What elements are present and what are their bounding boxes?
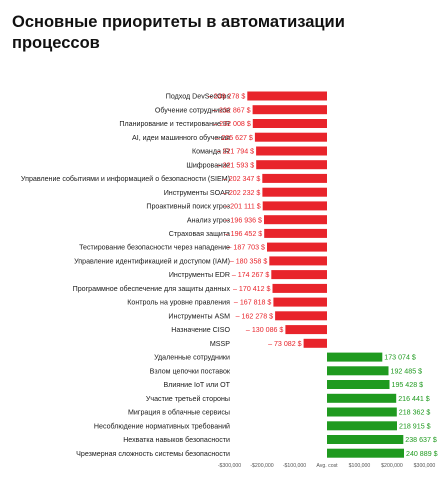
value-label: – 167 818 $ <box>234 299 272 307</box>
x-tick-label: $100,000 <box>349 463 371 469</box>
negative-bar <box>252 119 327 128</box>
category-label: Управление событиями и информацией о без… <box>21 175 230 183</box>
positive-bar <box>327 435 404 444</box>
value-label: 218 915 $ <box>399 422 431 430</box>
negative-bar <box>252 105 327 115</box>
negative-bar <box>267 242 327 252</box>
negative-bar <box>275 311 327 321</box>
negative-bar <box>262 187 327 197</box>
negative-bar <box>247 91 327 101</box>
value-label: – 187 703 $ <box>228 244 266 252</box>
positive-bar <box>327 421 397 431</box>
value-label: – 73 082 $ <box>268 340 302 348</box>
category-label: Планирование и тестирование IR <box>119 120 230 128</box>
value-label: – 180 358 $ <box>230 257 268 265</box>
value-label: – 196 452 $ <box>225 230 263 238</box>
value-label: – 221 794 $ <box>217 148 255 156</box>
value-label: – 249 278 $ <box>208 93 246 101</box>
negative-bar <box>285 325 327 335</box>
x-tick-label: -$300,000 <box>218 463 241 469</box>
category-label: Подход DevSecOps <box>166 93 231 101</box>
value-label: – 221 593 $ <box>217 161 255 169</box>
category-label: Чрезмерная сложность системы безопасност… <box>76 450 230 458</box>
positive-bar <box>327 393 397 403</box>
category-label: Нехватка навыков безопасности <box>123 436 230 444</box>
negative-bar <box>273 297 327 307</box>
x-tick-label: -$200,000 <box>250 463 273 469</box>
category-label: Управление идентификацией и доступом (IA… <box>74 257 230 265</box>
category-label: Страховая защита <box>169 230 230 238</box>
category-label: Команда IR <box>192 148 230 156</box>
x-tick-label: $300,000 <box>414 463 436 469</box>
value-label: – 130 086 $ <box>246 326 284 334</box>
category-label: Обучение сотрудников <box>155 106 230 114</box>
category-label: Несоблюдение нормативных требований <box>94 422 230 430</box>
value-label: 173 074 $ <box>384 354 416 362</box>
category-label: AI, идеи машинного обучения <box>132 134 230 142</box>
category-label: Программное обеспечение для защиты данны… <box>73 285 231 293</box>
x-tick-label: -$100,000 <box>283 463 306 469</box>
category-label: Инструменты SOAR <box>164 189 230 197</box>
value-label: 195 428 $ <box>392 381 424 389</box>
category-label: Проактивный поиск угроз <box>146 203 230 211</box>
negative-bar <box>264 215 327 225</box>
negative-bar <box>303 338 327 348</box>
positive-bar <box>327 380 390 389</box>
value-label: – 202 347 $ <box>223 175 261 183</box>
category-label: Анализ угроз <box>187 216 230 224</box>
negative-bar <box>254 132 327 142</box>
value-label: – 196 936 $ <box>225 216 263 224</box>
value-label: – 202 232 $ <box>223 189 261 197</box>
positive-bar <box>327 366 389 376</box>
negative-bar <box>271 270 327 280</box>
value-label: 218 362 $ <box>399 409 431 417</box>
category-label: Шифрование <box>186 161 230 169</box>
value-label: – 201 111 $ <box>224 203 260 211</box>
category-label: Инструменты EDR <box>169 271 230 279</box>
category-label: Контроль на уровне правления <box>127 299 230 307</box>
category-label: Миграция в облачные сервисы <box>128 409 230 417</box>
value-label: 240 889 $ <box>406 450 438 458</box>
value-label: – 174 267 $ <box>232 271 270 279</box>
positive-bar <box>327 448 404 458</box>
category-label: MSSP <box>210 340 230 348</box>
value-label: – 170 412 $ <box>233 285 271 293</box>
negative-bar <box>269 256 327 266</box>
negative-bar <box>262 201 327 211</box>
value-label: 192 485 $ <box>391 367 423 375</box>
value-label: 216 441 $ <box>398 395 430 403</box>
value-label: – 225 627 $ <box>215 134 253 142</box>
positive-bar <box>327 407 397 417</box>
value-label: – 232 008 $ <box>213 120 251 128</box>
value-label: – 232 867 $ <box>213 106 251 114</box>
x-tick-label: $200,000 <box>381 463 403 469</box>
negative-bar <box>256 160 327 170</box>
x-tick-label: Avg. cost <box>316 463 338 469</box>
category-label: Назначение CISO <box>171 326 230 334</box>
chart-title: Основные приоритеты в автоматизации проц… <box>12 13 345 52</box>
value-label: – 162 278 $ <box>236 312 274 320</box>
category-label: Участие третьей стороны <box>146 395 230 403</box>
category-label: Инструменты ASM <box>168 312 230 320</box>
positive-bar <box>327 352 383 362</box>
category-label: Взлом цепочки поставок <box>150 367 231 375</box>
negative-bar <box>264 228 327 238</box>
value-label: 238 637 $ <box>405 436 437 444</box>
negative-bar <box>272 283 327 293</box>
negative-bar <box>262 173 327 183</box>
category-label: Удаленные сотрудники <box>154 354 230 362</box>
category-label: Влияние IoT или OT <box>164 381 231 389</box>
negative-bar <box>256 146 327 156</box>
category-label: Тестирование безопасности через нападени… <box>79 244 230 252</box>
